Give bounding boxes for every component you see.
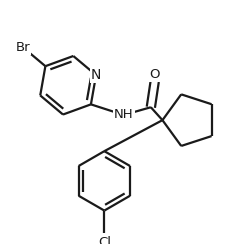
Text: O: O — [150, 68, 160, 81]
Text: NH: NH — [114, 109, 134, 122]
Text: N: N — [91, 68, 101, 82]
Text: Cl: Cl — [98, 236, 111, 244]
Text: Br: Br — [15, 41, 30, 54]
